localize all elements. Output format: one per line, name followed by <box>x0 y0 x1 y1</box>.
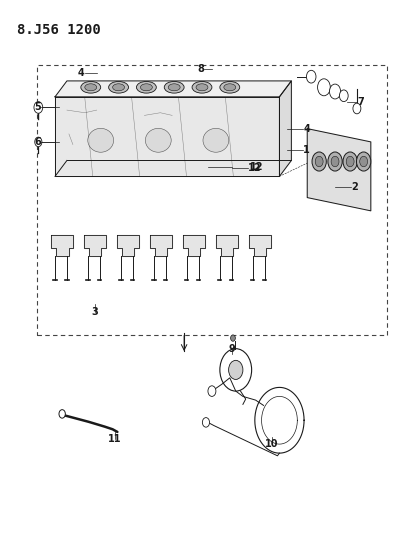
Ellipse shape <box>220 82 240 93</box>
Circle shape <box>318 79 330 96</box>
Text: 10: 10 <box>265 439 278 449</box>
Text: 12: 12 <box>248 164 261 173</box>
Text: 2: 2 <box>351 182 358 192</box>
Ellipse shape <box>224 84 236 91</box>
Text: 7: 7 <box>357 97 364 107</box>
Circle shape <box>59 410 65 418</box>
Polygon shape <box>183 235 205 256</box>
Circle shape <box>312 152 326 171</box>
Polygon shape <box>117 235 139 256</box>
Text: 4: 4 <box>78 68 85 78</box>
Text: 1: 1 <box>303 145 310 155</box>
Ellipse shape <box>88 128 114 152</box>
Ellipse shape <box>203 128 229 152</box>
Circle shape <box>346 156 354 167</box>
Ellipse shape <box>136 82 156 93</box>
Ellipse shape <box>196 84 208 91</box>
Ellipse shape <box>81 82 101 93</box>
Polygon shape <box>307 128 371 211</box>
Circle shape <box>330 84 341 99</box>
Polygon shape <box>55 97 280 176</box>
Circle shape <box>34 102 43 114</box>
Polygon shape <box>249 235 271 256</box>
Circle shape <box>343 152 357 171</box>
Ellipse shape <box>168 84 180 91</box>
Text: 11: 11 <box>108 434 121 444</box>
Circle shape <box>202 418 210 427</box>
Text: 9: 9 <box>228 344 235 354</box>
Circle shape <box>353 103 361 114</box>
Text: 6: 6 <box>34 137 41 147</box>
Circle shape <box>340 90 348 102</box>
Text: 4: 4 <box>303 124 310 134</box>
Circle shape <box>35 137 42 147</box>
Text: 12: 12 <box>250 162 263 172</box>
Circle shape <box>208 386 216 397</box>
Polygon shape <box>150 235 172 256</box>
Ellipse shape <box>192 82 212 93</box>
Text: 8: 8 <box>197 64 204 74</box>
Circle shape <box>331 156 339 167</box>
Circle shape <box>315 156 323 167</box>
Ellipse shape <box>140 84 152 91</box>
Circle shape <box>356 152 371 171</box>
Polygon shape <box>51 235 73 256</box>
Circle shape <box>229 360 243 379</box>
Text: 5: 5 <box>34 102 41 112</box>
Ellipse shape <box>85 84 97 91</box>
Ellipse shape <box>164 82 184 93</box>
Text: 8.J56 1200: 8.J56 1200 <box>17 22 101 37</box>
Bar <box>37 65 387 335</box>
Polygon shape <box>55 81 291 97</box>
Ellipse shape <box>145 128 171 152</box>
Circle shape <box>220 349 252 391</box>
Ellipse shape <box>113 84 124 91</box>
Text: 3: 3 <box>91 306 98 317</box>
Circle shape <box>328 152 342 171</box>
Circle shape <box>360 156 368 167</box>
Polygon shape <box>84 235 106 256</box>
Ellipse shape <box>109 82 128 93</box>
Polygon shape <box>216 235 238 256</box>
Circle shape <box>306 70 316 83</box>
Polygon shape <box>280 81 291 176</box>
Circle shape <box>230 335 235 341</box>
